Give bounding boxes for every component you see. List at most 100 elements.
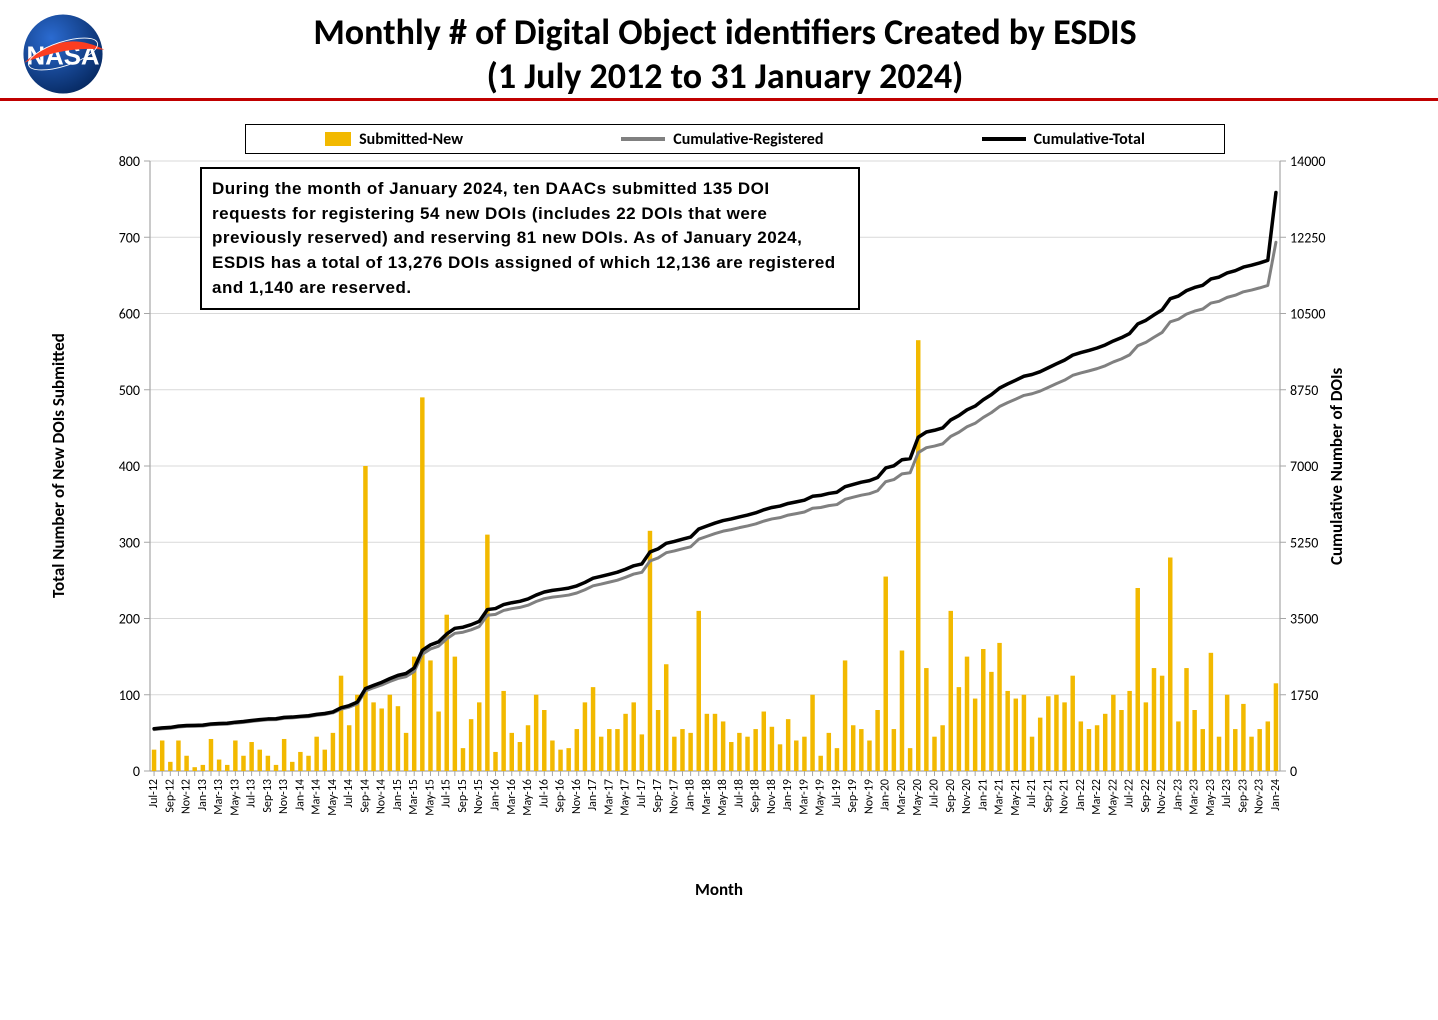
bar <box>1192 710 1196 771</box>
svg-text:800: 800 <box>119 153 140 170</box>
svg-text:Jan-23: Jan-23 <box>1171 779 1185 811</box>
legend-item: Cumulative-Total <box>982 130 1145 149</box>
bar <box>184 756 188 771</box>
bar <box>705 714 709 771</box>
svg-text:May-18: May-18 <box>716 779 730 816</box>
legend-label: Cumulative-Total <box>1034 130 1145 149</box>
svg-text:May-17: May-17 <box>619 779 633 816</box>
bar <box>542 710 546 771</box>
legend-label: Cumulative-Registered <box>673 130 823 149</box>
bar <box>591 687 595 771</box>
svg-text:Sep-15: Sep-15 <box>456 779 470 813</box>
svg-text:Jul-16: Jul-16 <box>537 779 551 808</box>
svg-text:Mar-20: Mar-20 <box>895 779 909 815</box>
bar <box>371 702 375 771</box>
bar <box>656 710 660 771</box>
bar <box>1249 737 1253 771</box>
svg-text:Mar-18: Mar-18 <box>700 779 714 815</box>
bar <box>355 695 359 771</box>
y-axis-right-label: Cumulative Number of DOIs <box>1326 281 1347 651</box>
svg-text:Sep-18: Sep-18 <box>749 779 763 813</box>
svg-text:Sep-20: Sep-20 <box>944 779 958 813</box>
svg-text:Jul-21: Jul-21 <box>1025 779 1039 808</box>
bar <box>1022 695 1026 771</box>
bar <box>323 750 327 771</box>
bar <box>851 725 855 771</box>
bar <box>957 687 961 771</box>
bar <box>883 577 887 771</box>
bar <box>1233 729 1237 771</box>
title-line-1: Monthly # of Digital Object identifiers … <box>118 10 1332 54</box>
bar <box>875 710 879 771</box>
bar <box>420 397 424 771</box>
svg-text:Jul-23: Jul-23 <box>1220 779 1234 808</box>
svg-text:May-15: May-15 <box>423 779 437 816</box>
bar <box>599 737 603 771</box>
svg-text:14000: 14000 <box>1290 153 1325 170</box>
bar <box>339 676 343 771</box>
bar <box>249 742 253 771</box>
svg-text:Sep-19: Sep-19 <box>846 779 860 813</box>
svg-text:200: 200 <box>119 611 140 628</box>
bar <box>697 611 701 771</box>
svg-text:700: 700 <box>119 229 140 246</box>
svg-text:Nov-18: Nov-18 <box>765 779 779 814</box>
bar <box>1038 718 1042 771</box>
bar <box>388 695 392 771</box>
bar <box>404 733 408 771</box>
svg-text:Nov-14: Nov-14 <box>375 779 389 814</box>
bar <box>1217 737 1221 771</box>
bar <box>469 719 473 771</box>
legend: Submitted-New Cumulative-Registered Cumula… <box>245 124 1225 154</box>
svg-text:1750: 1750 <box>1290 687 1318 704</box>
svg-text:Mar-16: Mar-16 <box>505 779 519 815</box>
svg-text:Jan-22: Jan-22 <box>1074 779 1088 811</box>
bar <box>274 765 278 771</box>
bar <box>648 531 652 771</box>
bar <box>949 611 953 771</box>
bar <box>1160 676 1164 771</box>
svg-text:Jan-24: Jan-24 <box>1269 779 1283 811</box>
chart-area: 0100200300400500600700800017503500525070… <box>40 121 1398 901</box>
svg-text:Sep-21: Sep-21 <box>1041 779 1055 813</box>
svg-text:0: 0 <box>133 763 140 780</box>
bar <box>778 744 782 771</box>
bar <box>453 657 457 771</box>
svg-text:100: 100 <box>119 687 140 704</box>
bar <box>461 748 465 771</box>
bar <box>940 725 944 771</box>
svg-text:Mar-19: Mar-19 <box>797 779 811 815</box>
svg-text:8750: 8750 <box>1290 382 1318 399</box>
bar <box>843 660 847 771</box>
bar <box>631 702 635 771</box>
bar <box>1127 691 1131 771</box>
svg-text:Jul-14: Jul-14 <box>342 779 356 808</box>
bar <box>1152 668 1156 771</box>
bar <box>583 702 587 771</box>
bar <box>859 729 863 771</box>
bar <box>306 756 310 771</box>
svg-text:May-21: May-21 <box>1009 779 1023 816</box>
legend-label: Submitted-New <box>359 130 463 149</box>
bar <box>932 737 936 771</box>
bar <box>1225 695 1229 771</box>
bar <box>802 737 806 771</box>
svg-text:12250: 12250 <box>1290 229 1325 246</box>
bar <box>1241 704 1245 771</box>
bar <box>892 729 896 771</box>
svg-text:Jul-20: Jul-20 <box>927 779 941 808</box>
bar <box>762 712 766 771</box>
bar <box>225 765 229 771</box>
y-axis-left-label: Total Number of New DOIs Submitted <box>48 221 69 711</box>
bar <box>1014 699 1018 771</box>
bar <box>786 719 790 771</box>
bar <box>1135 588 1139 771</box>
bar <box>241 756 245 771</box>
svg-text:Jan-17: Jan-17 <box>586 779 600 811</box>
svg-text:Jan-14: Jan-14 <box>293 779 307 811</box>
bar <box>688 733 692 771</box>
svg-text:5250: 5250 <box>1290 534 1318 551</box>
legend-swatch-line <box>621 137 665 141</box>
bar <box>1070 676 1074 771</box>
bar <box>1209 653 1213 771</box>
